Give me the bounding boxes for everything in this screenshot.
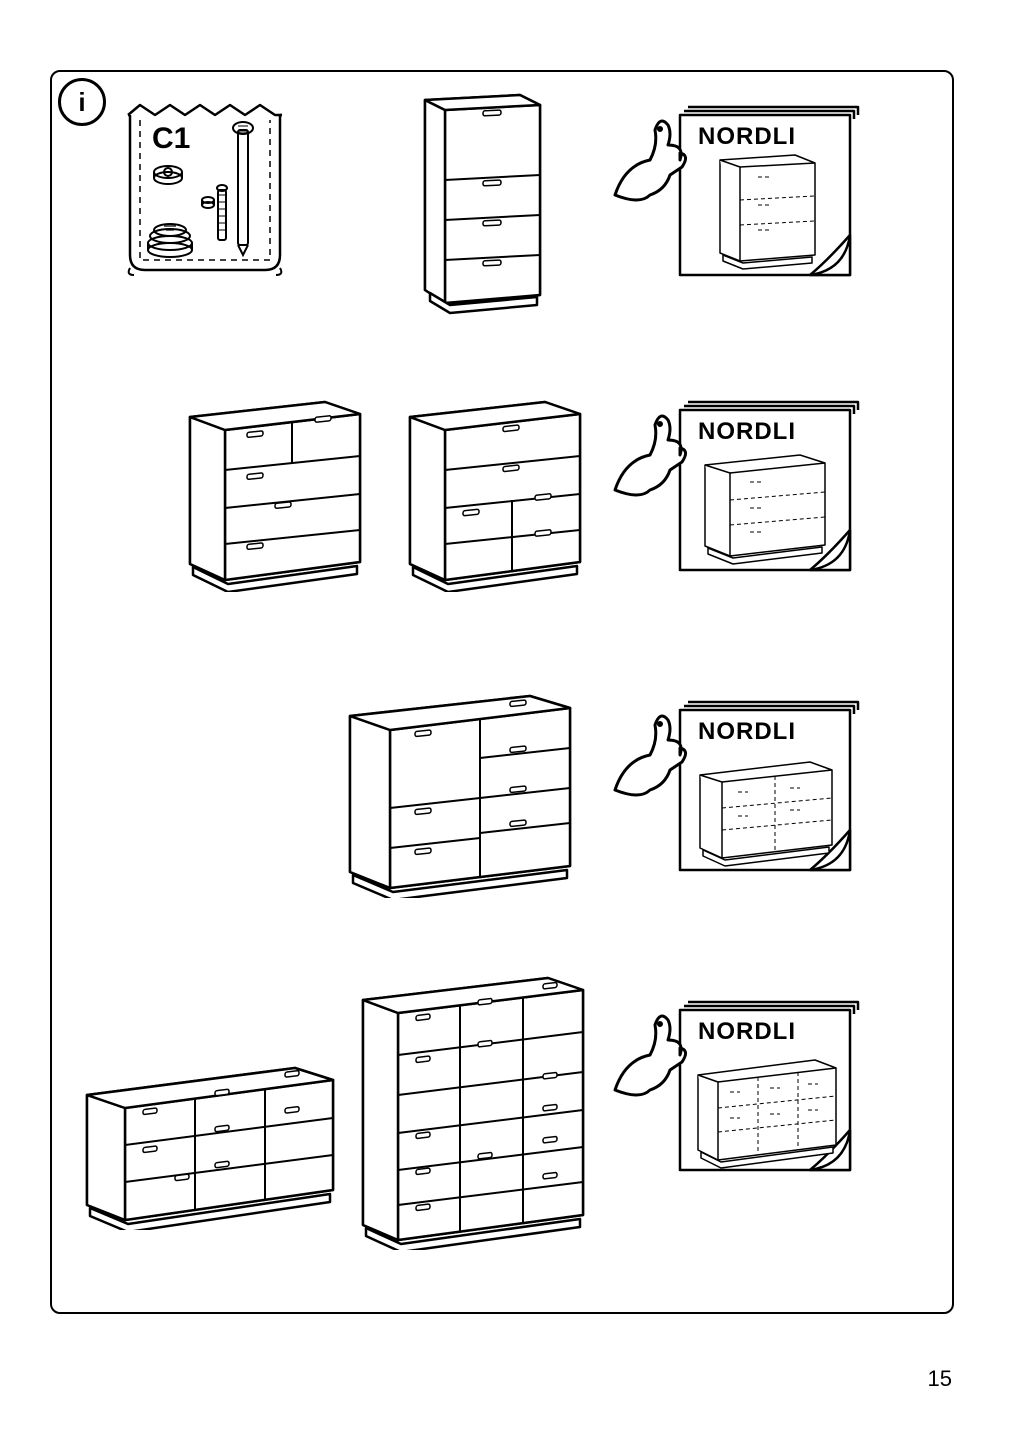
manual-label: NORDLI <box>698 418 796 446</box>
furniture-long-low <box>75 1060 345 1235</box>
page-number: 15 <box>928 1366 952 1392</box>
manual-label: NORDLI <box>698 718 796 746</box>
manual-label: NORDLI <box>698 1018 796 1046</box>
furniture-tall-narrow <box>405 85 555 320</box>
manual-label: NORDLI <box>698 123 796 151</box>
furniture-wide-a <box>175 392 375 597</box>
furniture-tall-wide <box>348 970 598 1255</box>
manual-reference-2: NORDLI <box>610 400 870 595</box>
manual-reference-4: NORDLI <box>610 1000 870 1195</box>
furniture-wide-b <box>395 392 595 597</box>
parts-bag-label: C1 <box>152 122 190 156</box>
manual-reference-1: NORDLI <box>610 105 870 300</box>
furniture-wide-combo <box>335 688 585 903</box>
parts-bag: C1 <box>120 90 290 285</box>
info-icon: i <box>58 78 106 126</box>
info-symbol: i <box>78 87 85 118</box>
manual-reference-3: NORDLI <box>610 700 870 895</box>
